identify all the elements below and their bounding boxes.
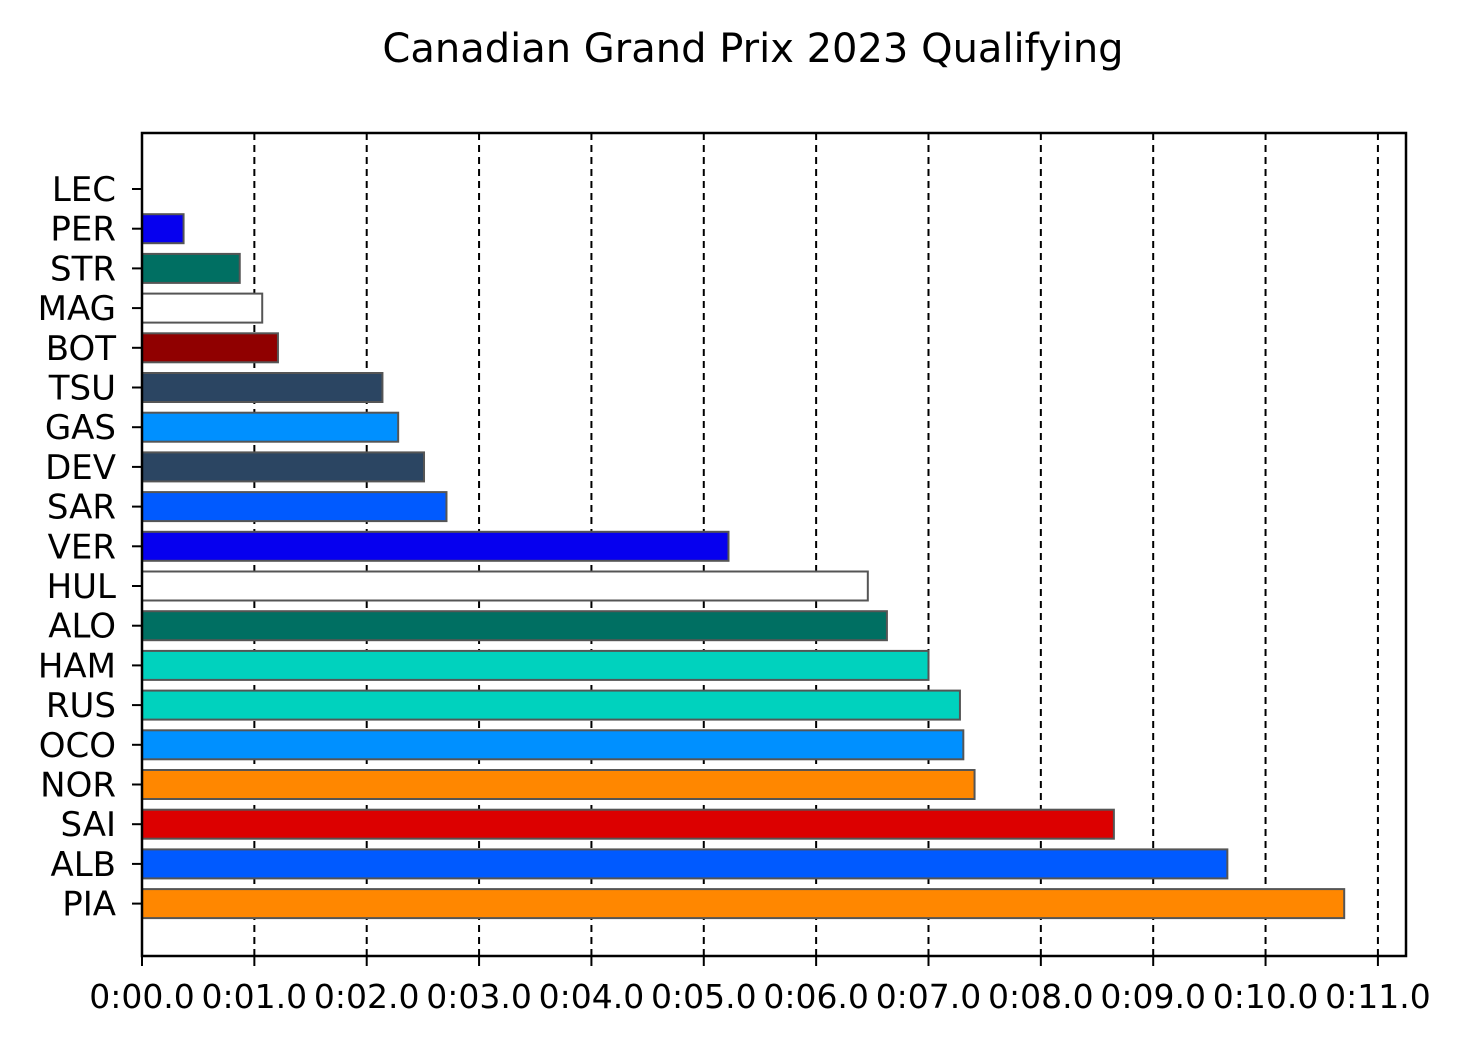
bar-oco	[141, 729, 965, 761]
y-tick-label-bot: BOT	[46, 329, 116, 369]
x-tick-label-8: 0:08.0	[988, 977, 1094, 1016]
bar-str	[141, 252, 241, 284]
x-tick-label-4: 0:04.0	[539, 977, 645, 1016]
y-tick-label-sai: SAI	[61, 805, 117, 845]
y-tick-label-lec: LEC	[52, 170, 116, 210]
y-tick-label-str: STR	[50, 249, 116, 289]
y-tick-label-dev: DEV	[45, 448, 116, 488]
x-tick-label-2: 0:02.0	[314, 977, 420, 1016]
y-tick-label-mag: MAG	[38, 289, 116, 329]
x-tick-label-0: 0:00.0	[89, 977, 195, 1016]
y-tick-label-alb: ALB	[50, 845, 116, 885]
x-tick-label-1: 0:01.0	[202, 977, 308, 1016]
y-tick-label-rus: RUS	[46, 686, 116, 726]
y-axis: LECPERSTRMAGBOTTSUGASDEVSARVERHULALOHAMR…	[38, 170, 142, 925]
bar-per	[141, 213, 185, 245]
bar-mag	[141, 292, 264, 324]
x-tick-label-9: 0:09.0	[1100, 977, 1206, 1016]
x-axis: 0:00.0 0:01.0 0:02.0 0:03.0 0:04.0 0:05.0 0:06…	[89, 956, 1431, 1016]
x-tick-label-5: 0:05.0	[651, 977, 757, 1016]
x-tick-label-6: 0:06.0	[763, 977, 869, 1016]
y-tick-label-hul: HUL	[47, 567, 116, 607]
y-tick-label-tsu: TSU	[48, 369, 116, 409]
y-tick-label-ham: HAM	[38, 646, 116, 686]
bar-sai	[141, 808, 1115, 840]
bars	[141, 213, 1346, 920]
y-tick-label-nor: NOR	[40, 766, 116, 806]
x-tick-label-3: 0:03.0	[426, 977, 532, 1016]
y-tick-label-oco: OCO	[39, 726, 116, 766]
y-tick-label-ver: VER	[48, 527, 116, 567]
x-tick-label-10: 0:10.0	[1213, 977, 1319, 1016]
bar-rus	[141, 689, 961, 721]
y-tick-label-sar: SAR	[47, 488, 116, 528]
bar-bot	[141, 332, 279, 364]
chart-title: Canadian Grand Prix 2023 Qualifying	[382, 26, 1123, 72]
bar-alo	[141, 610, 888, 642]
y-tick-label-gas: GAS	[45, 408, 116, 448]
x-tick-label-11: 0:11.0	[1325, 977, 1431, 1016]
bar-tsu	[141, 372, 384, 403]
bar-ham	[141, 649, 930, 681]
plot-frame	[140, 131, 1408, 958]
bar-hul	[141, 570, 869, 602]
bar-gas	[141, 411, 400, 443]
y-tick-label-alo: ALO	[48, 607, 116, 647]
x-tick-label-7: 0:07.0	[876, 977, 982, 1016]
bar-alb	[141, 848, 1229, 880]
y-tick-label-pia: PIA	[62, 885, 116, 925]
bar-nor	[141, 769, 976, 800]
bar-pia	[141, 888, 1346, 920]
bar-sar	[141, 491, 448, 523]
bar-ver	[141, 530, 730, 562]
bar-dev	[141, 451, 426, 483]
y-tick-label-per: PER	[50, 210, 116, 250]
